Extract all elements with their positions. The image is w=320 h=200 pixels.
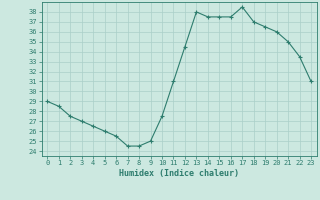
X-axis label: Humidex (Indice chaleur): Humidex (Indice chaleur) (119, 169, 239, 178)
